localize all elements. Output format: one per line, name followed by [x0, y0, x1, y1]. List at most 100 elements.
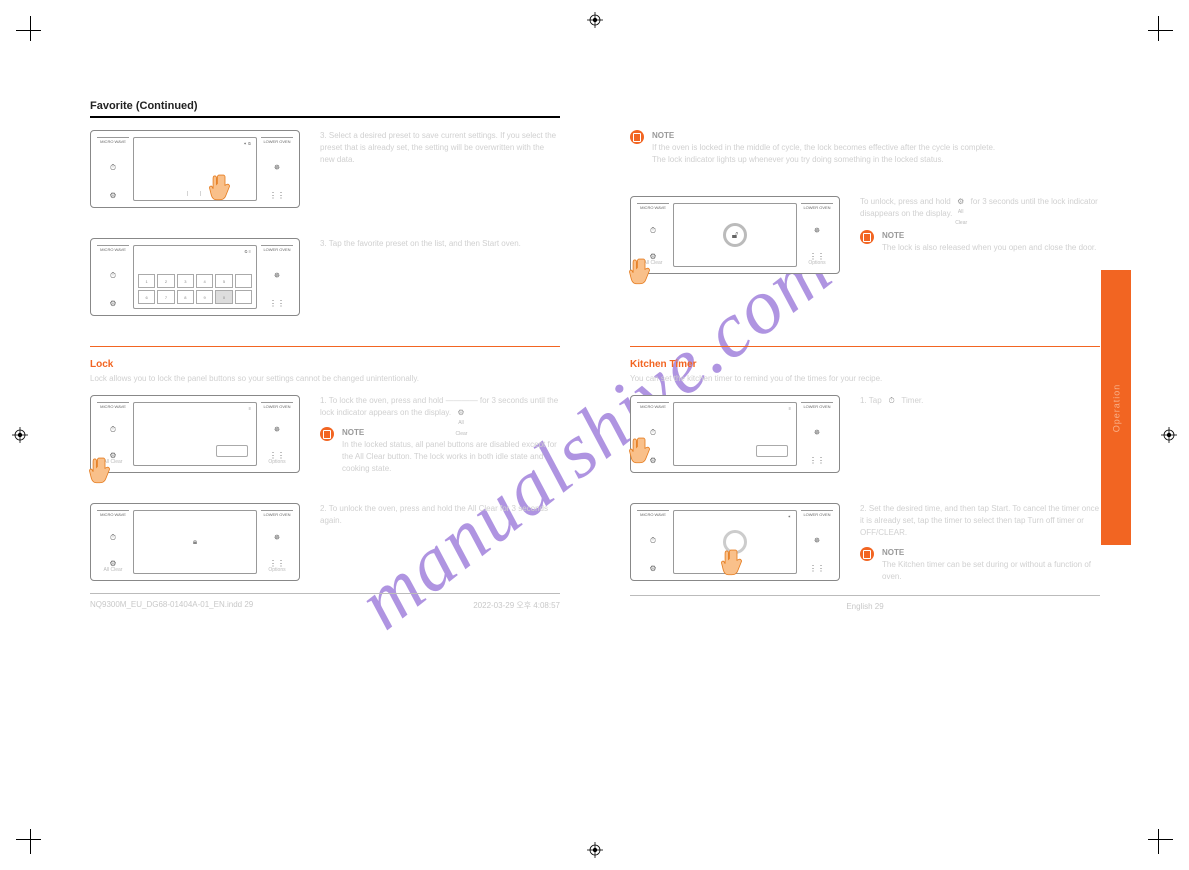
panel-screen: ≡ — [673, 402, 797, 466]
screen-slot — [216, 445, 248, 457]
lock-icon: 🔒︎ — [193, 537, 197, 547]
keypad: 12345 67890 — [138, 274, 252, 304]
key: 6 — [138, 290, 155, 304]
gear-icon: ⚙ — [637, 457, 669, 466]
options-icon: ⋮⋮Options — [261, 452, 293, 466]
timer-icon: ⏱ — [97, 272, 129, 281]
status-bar: ✶ — [788, 514, 791, 519]
step-text: To unlock, press and hold ⚙All Clear for… — [860, 196, 1100, 264]
panel-screen: ✶ — [673, 510, 797, 574]
panel-btn-microwave: MICRO WAVE — [637, 510, 669, 517]
key: 0 — [215, 290, 232, 304]
registration-mark-top — [587, 12, 603, 28]
crop-mark-tr — [1123, 16, 1173, 66]
panel-btn-microwave: MICRO WAVE — [97, 137, 129, 144]
timer-intro: You can set the kitchen timer to remind … — [630, 374, 1100, 383]
status-bar: ⏲ ≡ — [244, 249, 251, 254]
gear-icon: ⚙All Clear — [456, 407, 467, 418]
light-icon: ✵ — [801, 227, 833, 236]
key: 7 — [157, 290, 174, 304]
page-content: Favorite (Continued) MICRO WAVE ⏱ ⚙ LOWE… — [90, 100, 1100, 790]
timer-icon: ⏱ — [886, 395, 897, 406]
screen-caption: | | — [134, 191, 256, 197]
left-column: Favorite (Continued) MICRO WAVE ⏱ ⚙ LOWE… — [90, 100, 560, 611]
crop-mark-bl — [16, 804, 66, 854]
panel-btn-microwave: MICRO WAVE — [97, 245, 129, 252]
step-row: MICRO WAVE ⏱ ⚙ LOWER OVEN ✵ ⋮⋮ ≡ — [630, 395, 1100, 485]
step-row: MICRO WAVE ⏱ ⚙ LOWER OVEN ✵ ⋮⋮ ⏲ ≡ 12345… — [90, 238, 560, 328]
light-icon: ✵ — [261, 426, 293, 435]
key: 1 — [138, 274, 155, 288]
control-panel: MICRO WAVE ⏱ ⚙All Clear LOWER OVEN ✵ ⋮⋮O… — [630, 196, 840, 274]
section-divider — [630, 346, 1100, 347]
note-label: NOTE — [342, 427, 560, 439]
panel-btn-microwave: MICRO WAVE — [637, 402, 669, 409]
control-panel: MICRO WAVE ⏱ ⚙ LOWER OVEN ✵ ⋮⋮ ≡ — [630, 395, 840, 473]
screen-slot — [756, 445, 788, 457]
key — [235, 290, 252, 304]
step-row: MICRO WAVE ⏱ ⚙ LOWER OVEN ✵ ⋮⋮ ✶ ⏲ | | — [90, 130, 560, 220]
control-panel: MICRO WAVE ⏱ ⚙ LOWER OVEN ✵ ⋮⋮ ✶ ⏲ | | — [90, 130, 300, 208]
light-icon: ✵ — [261, 534, 293, 543]
panel-screen: ⏲ ≡ 12345 67890 — [133, 245, 257, 309]
control-panel: MICRO WAVE ⏱ ⚙ LOWER OVEN ✵ ⋮⋮ ⏲ ≡ 12345… — [90, 238, 300, 316]
timer-icon: ⏱ — [97, 534, 129, 543]
timer-icon: ⏱ — [637, 429, 669, 438]
options-icon: ⋮⋮ — [261, 300, 293, 309]
note-icon — [320, 427, 334, 441]
key — [235, 274, 252, 288]
gear-icon: ⚙ — [637, 565, 669, 574]
step-row: MICRO WAVE ⏱ ⚙All Clear LOWER OVEN ✵ ⋮⋮O… — [90, 395, 560, 485]
status-bar: ✶ ⏲ — [243, 141, 251, 146]
panel-screen: ≡ — [133, 402, 257, 466]
options-icon: ⋮⋮ — [801, 565, 833, 574]
note-row: NOTE If the oven is locked in the middle… — [630, 130, 1100, 166]
light-icon: ✵ — [801, 429, 833, 438]
footer-right: 2022-03-29 오후 4:08:57 — [473, 600, 560, 611]
section-title-favorite: Favorite (Continued) — [90, 100, 560, 118]
status-bar: ≡ — [789, 406, 791, 411]
note-label: NOTE — [652, 130, 1100, 142]
light-icon: ✵ — [261, 272, 293, 281]
note-icon — [860, 547, 874, 561]
control-panel: MICRO WAVE ⏱ ⚙ LOWER OVEN ✵ ⋮⋮ ✶ — [630, 503, 840, 581]
options-icon: ⋮⋮ — [801, 457, 833, 466]
step-row: MICRO WAVE ⏱ ⚙All Clear LOWER OVEN ✵ ⋮⋮O… — [90, 503, 560, 593]
timer-icon: ⏱ — [637, 537, 669, 546]
key: 8 — [177, 290, 194, 304]
tap-circle — [723, 530, 747, 554]
gear-icon: ⚙All Clear — [637, 253, 669, 267]
status-bar: ≡ — [249, 406, 251, 411]
section-divider — [90, 346, 560, 347]
registration-mark-bottom — [587, 842, 603, 858]
options-icon: ⋮⋮Options — [801, 253, 833, 267]
light-icon: ✵ — [261, 164, 293, 173]
step-row: MICRO WAVE ⏱ ⚙ LOWER OVEN ✵ ⋮⋮ ✶ — [630, 503, 1100, 593]
step-text: 2. Set the desired time, and then tap St… — [860, 503, 1100, 593]
control-panel: MICRO WAVE ⏱ ⚙All Clear LOWER OVEN ✵ ⋮⋮O… — [90, 503, 300, 581]
panel-btn-lower: LOWER OVEN — [261, 510, 293, 517]
timer-icon: ⏱ — [97, 164, 129, 173]
panel-btn-lower: LOWER OVEN — [261, 245, 293, 252]
key: 5 — [215, 274, 232, 288]
section-title-timer: Kitchen Timer — [630, 359, 1100, 370]
panel-btn-microwave: MICRO WAVE — [97, 510, 129, 517]
panel-screen: ✶ ⏲ | | — [133, 137, 257, 201]
gear-icon: ⚙All Clear — [955, 196, 966, 207]
key: 2 — [157, 274, 174, 288]
section-title-lock: Lock — [90, 359, 560, 370]
page-footer: English 29 — [630, 595, 1100, 611]
note-label: NOTE — [882, 230, 1100, 242]
crop-mark-tl — [16, 16, 66, 66]
right-column: . NOTE If the oven is locked in the midd… — [630, 100, 1100, 611]
step-text: 2. To unlock the oven, press and hold th… — [320, 503, 560, 527]
gear-icon: ⚙All Clear — [97, 452, 129, 466]
gear-icon: ⚙All Clear — [97, 560, 129, 574]
light-icon: ✵ — [801, 537, 833, 546]
panel-screen: 🔒︎ — [133, 510, 257, 574]
timer-icon: ⏱ — [97, 426, 129, 435]
panel-screen: 🔓︎ — [673, 203, 797, 267]
step-text: 3. Select a desired preset to save curre… — [320, 130, 560, 166]
timer-icon: ⏱ — [637, 227, 669, 236]
panel-btn-lower: LOWER OVEN — [801, 510, 833, 517]
